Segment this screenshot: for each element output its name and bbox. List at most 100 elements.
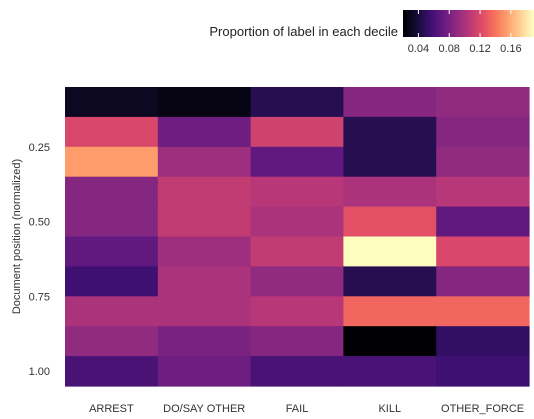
- heatmap-cell: [436, 116, 530, 148]
- legend-gradient-step: [529, 10, 533, 37]
- legend-gradient-step: [437, 10, 441, 37]
- legend-gradient-step: [481, 10, 485, 37]
- legend-gradient-step: [433, 10, 437, 37]
- legend-gradient-step: [501, 10, 504, 37]
- heatmap-cell: [343, 266, 437, 297]
- heatmap-cell: [250, 87, 344, 118]
- heatmap-cell: [65, 116, 159, 148]
- heatmap-cell: [65, 236, 159, 267]
- legend-gradient-step: [518, 10, 522, 37]
- heatmap-cell: [343, 326, 437, 357]
- legend-gradient-step: [494, 10, 498, 37]
- legend-gradient-step: [475, 10, 478, 37]
- legend-gradient-step: [516, 10, 520, 37]
- legend-gradient-step: [427, 10, 430, 37]
- legend-gradient-step: [483, 10, 487, 37]
- heatmap-cell: [343, 116, 437, 148]
- heatmap-cell: [157, 206, 252, 238]
- legend-gradient-step: [472, 10, 476, 37]
- legend-gradient-step: [409, 10, 413, 37]
- heatmap-cell: [343, 87, 437, 118]
- legend-gradient-step: [459, 10, 463, 37]
- heatmap-cell: [436, 326, 530, 357]
- heatmap-cells: [65, 87, 530, 387]
- legend-colorbar: [403, 10, 534, 37]
- legend-gradient-step: [490, 10, 494, 37]
- heatmap-cell: [343, 206, 437, 238]
- legend-gradient-step: [435, 10, 439, 37]
- heatmap-cell: [343, 356, 437, 387]
- color-legend: Proportion of label in each decile 0.04 0…: [209, 10, 534, 55]
- heatmap-cell: [250, 356, 344, 387]
- heatmap-cell: [436, 356, 530, 387]
- legend-gradient-step: [512, 10, 515, 37]
- heatmap-cell: [343, 146, 437, 178]
- heatmap-cell: [343, 176, 437, 208]
- heatmap-cell: [436, 206, 530, 238]
- heatmap-cell: [436, 236, 530, 267]
- legend-gradient-step: [466, 10, 469, 37]
- heatmap-cell: [65, 87, 159, 118]
- heatmap-cell: [65, 146, 159, 178]
- heatmap-cell: [65, 206, 159, 238]
- heatmap-cell: [65, 176, 159, 208]
- heatmap-cell: [250, 176, 344, 208]
- legend-gradient-step: [446, 10, 450, 37]
- legend-gradient-step: [488, 10, 491, 37]
- heatmap-cell: [157, 236, 252, 267]
- legend-gradient-step: [531, 10, 534, 37]
- y-tick-label: 0.50: [29, 217, 50, 229]
- legend-gradient-step: [496, 10, 500, 37]
- heatmap-cell: [250, 296, 344, 327]
- heatmap-cell: [157, 116, 252, 148]
- legend-gradient-step: [503, 10, 507, 37]
- legend-gradient-step: [499, 10, 502, 37]
- heatmap-cell: [436, 296, 530, 327]
- legend-gradient-step: [523, 10, 526, 37]
- legend-gradient-step: [411, 10, 415, 37]
- heatmap-cell: [250, 146, 344, 178]
- legend-tick-label: 0.04: [408, 43, 429, 55]
- x-axis-ticks: ARREST DO/SAY OTHER FAIL KILL OTHER_FORCE: [89, 403, 524, 415]
- legend-title: Proportion of label in each decile: [209, 24, 398, 39]
- legend-gradient-step: [457, 10, 461, 37]
- heatmap-cell: [250, 206, 344, 238]
- heatmap-cell: [343, 236, 437, 267]
- legend-gradient-step: [416, 10, 419, 37]
- heatmap-cell: [250, 326, 344, 357]
- legend-gradient-step: [451, 10, 454, 37]
- y-axis-label: Document position (normalized): [11, 159, 23, 314]
- legend-tick-label: 0.08: [439, 43, 460, 55]
- heatmap-cell: [157, 326, 252, 357]
- legend-tick-label: 0.16: [500, 43, 521, 55]
- legend-gradient-step: [413, 10, 417, 37]
- legend-gradient-step: [444, 10, 448, 37]
- heatmap-cell: [65, 296, 159, 327]
- heatmap-cell: [436, 176, 530, 208]
- heatmap-cell: [157, 356, 252, 387]
- legend-gradient-step: [455, 10, 459, 37]
- legend-gradient-step: [440, 10, 443, 37]
- heatmap-cell: [157, 87, 252, 118]
- heatmap-cell: [65, 266, 159, 297]
- legend-gradient-step: [470, 10, 474, 37]
- legend-gradient-step: [405, 10, 408, 37]
- legend-gradient-step: [505, 10, 509, 37]
- heatmap-cell: [250, 116, 344, 148]
- legend-gradient-step: [461, 10, 465, 37]
- legend-gradient-step: [464, 10, 467, 37]
- legend-gradient-step: [403, 10, 406, 37]
- legend-gradient-step: [485, 10, 489, 37]
- heatmap-cell: [157, 176, 252, 208]
- legend-gradient-step: [429, 10, 432, 37]
- legend-gradient-step: [453, 10, 456, 37]
- legend-gradient-step: [468, 10, 472, 37]
- legend-ticks: 0.04 0.08 0.12 0.16: [408, 10, 522, 55]
- heatmap-cell: [436, 146, 530, 178]
- x-tick-label: DO/SAY OTHER: [163, 403, 245, 415]
- legend-gradient-step: [407, 10, 411, 37]
- legend-gradient-step: [442, 10, 445, 37]
- y-tick-label: 0.25: [29, 142, 50, 154]
- legend-gradient-step: [479, 10, 483, 37]
